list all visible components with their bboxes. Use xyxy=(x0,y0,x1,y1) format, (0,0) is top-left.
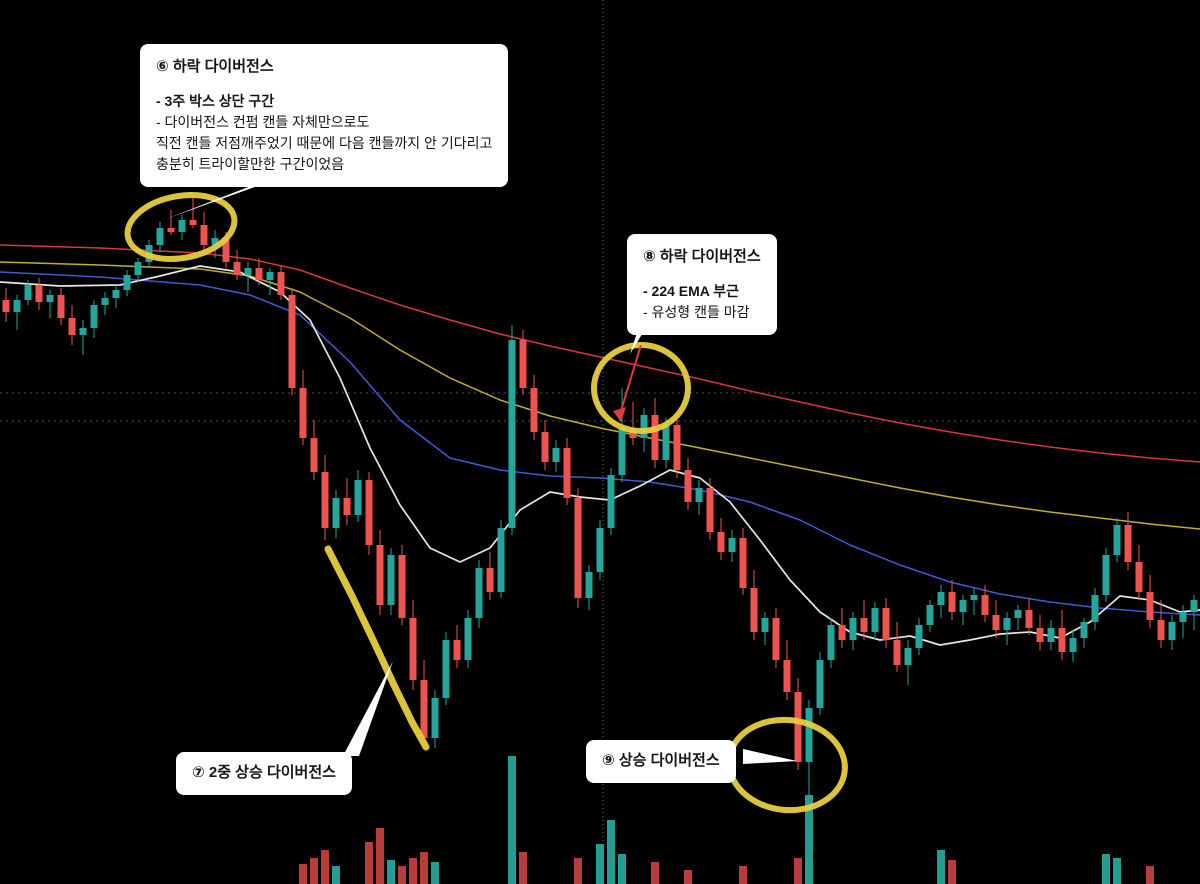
moving-average-lines xyxy=(0,244,1200,646)
callout-6-title: ⑥ 하락 다이버전스 xyxy=(156,58,274,75)
callout-8-line-1: - 224 EMA 부근 xyxy=(643,282,740,299)
callout-6-line-3: 직전 캔들 저점깨주었기 때문에 다음 캔들까지 안 기다리고 xyxy=(156,134,493,151)
callout-6-line-2: - 다이버전스 컨펌 캔들 자체만으로도 xyxy=(156,113,370,130)
callout-9-bullish-divergence: ⑨ 상승 다이버전스 xyxy=(586,740,736,783)
callout-7-double-bullish-divergence: ⑦ 2중 상승 다이버전스 xyxy=(176,752,352,795)
volume-layer xyxy=(299,756,1154,884)
callout-8-title: ⑧ 하락 다이버전스 xyxy=(643,248,761,265)
candles-layer xyxy=(2,196,1198,800)
callout-6-line-1: - 3주 박스 상단 구간 xyxy=(156,92,275,109)
callout-8-bearish-divergence: ⑧ 하락 다이버전스 - 224 EMA 부근 - 유성형 캔들 마감 xyxy=(627,234,777,335)
callout-7-title: ⑦ 2중 상승 다이버전스 xyxy=(192,764,336,781)
callout-9-title: ⑨ 상승 다이버전스 xyxy=(602,752,720,769)
callout-6-line-4: 충분히 트라이할만한 구간이었음 xyxy=(156,155,345,172)
callout-6-bearish-divergence: ⑥ 하락 다이버전스 - 3주 박스 상단 구간 - 다이버전스 컨펌 캔들 자… xyxy=(140,44,509,187)
callout-8-line-2: - 유성형 캔들 마감 xyxy=(643,303,750,320)
